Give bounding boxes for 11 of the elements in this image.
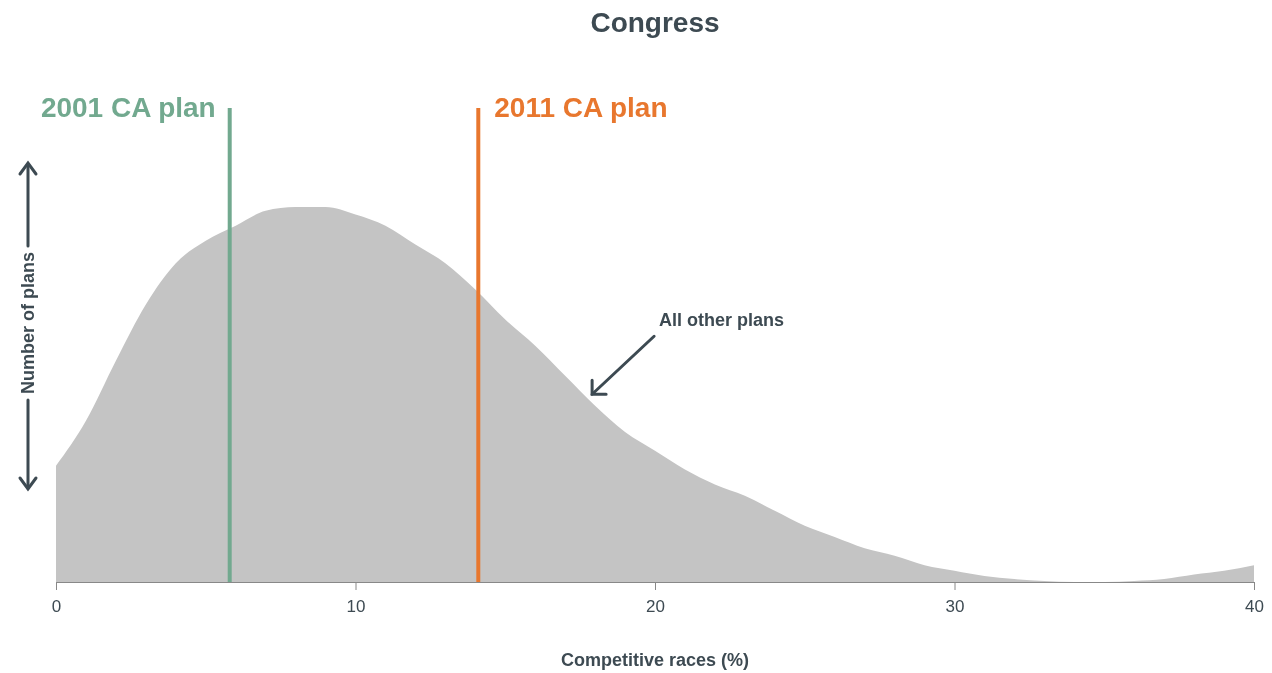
- ref-line-label: 2001 CA plan: [40, 92, 216, 123]
- annotation: All other plans: [659, 310, 785, 331]
- x-tick-label: 40: [1245, 597, 1264, 617]
- chart-title: Congress: [590, 7, 720, 38]
- ref-line-label: 2011 CA plan: [494, 92, 668, 123]
- x-tick-label: 30: [945, 597, 965, 617]
- y-axis-title: Number of plans: [18, 251, 38, 395]
- x-tick-label: 0: [51, 597, 62, 617]
- x-tick-label: 10: [346, 597, 366, 617]
- x-axis-title: Competitive races (%): [560, 650, 750, 670]
- x-tick-label: 20: [646, 597, 665, 617]
